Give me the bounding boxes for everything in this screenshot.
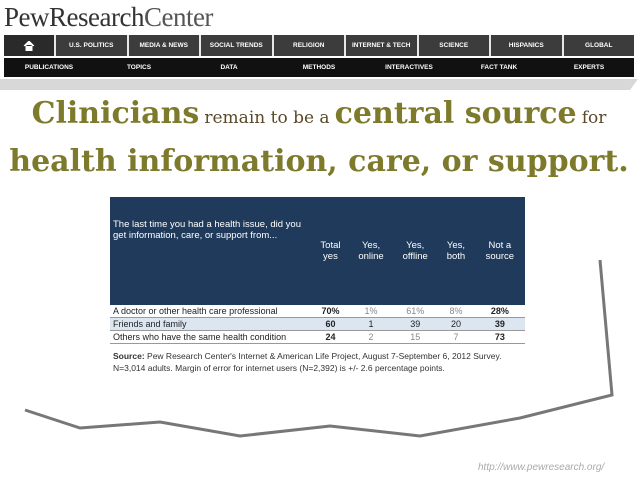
nav-item[interactable]: DATA [220,64,238,71]
nav-item[interactable]: HISPANICS [491,35,562,56]
home-icon [23,40,35,51]
column-header: Total yes [312,197,349,305]
table-cell: 15 [393,330,438,344]
headline-text: remain to be a [204,108,330,128]
table-cell: 1 [348,317,394,331]
headline-text: for [581,108,607,128]
nav-item[interactable]: RELIGION [273,35,344,56]
logo-text: Center [143,2,213,32]
header-row: The last time you had a health issue, di… [110,197,525,305]
table-cell: 39 [474,317,525,331]
nav-secondary: PUBLICATIONS TOPICS DATA METHODS INTERACTIVE… [4,58,634,77]
table-row: Friends and family 60 1 39 20 39 [110,317,525,331]
nav-item[interactable]: GLOBAL [563,35,634,56]
nav-item[interactable]: INTERNET & TECH [346,35,417,56]
column-header: The last time you had a health issue, di… [110,197,312,305]
column-header: Yes, offline [393,197,438,305]
table-cell: 39 [393,317,438,331]
column-header: Yes, both [437,197,475,305]
row-label: Others who have the same health conditio… [110,330,312,344]
nav-item[interactable]: SOCIAL TRENDS [201,35,272,56]
nav-item[interactable]: TOPICS [126,64,152,71]
column-header: Not a source [474,197,525,305]
logo-text: PewResearch [4,2,144,32]
table-cell: 7 [437,330,475,344]
table-cell: 20 [437,317,475,331]
footer-url: http://www.pewresearch.org/ [478,462,605,473]
table-row: A doctor or other health care profession… [110,305,525,318]
table-cell: 1% [348,305,394,318]
nav-item[interactable]: EXPERTS [573,64,605,71]
nav-item[interactable]: INTERACTIVES [385,64,433,71]
nav-item[interactable]: U.S. POLITICS [56,35,127,56]
headline-text: Clinicians [31,96,200,131]
table-cell: 61% [393,305,438,318]
logo[interactable]: PewResearchCenter [4,2,213,33]
nav-item[interactable]: METHODS [302,64,336,71]
nav-item[interactable]: MEDIA & NEWS [128,35,199,56]
table-cell: 2 [348,330,394,344]
nav-item[interactable]: PUBLICATIONS [24,64,74,71]
headline-text: central source [334,96,577,131]
nav-primary: U.S. POLITICS MEDIA & NEWS SOCIAL TRENDS RE… [4,35,634,56]
nav-item[interactable]: FACT TANK [480,64,518,71]
source-text: Pew Research Center's Internet & America… [113,351,502,373]
headline: Clinicians remain to be a central source… [0,92,638,188]
table-cell: 73 [474,330,525,344]
home-button[interactable] [4,35,54,56]
source-label: Source: [113,351,145,361]
table-row: Others who have the same health conditio… [110,330,525,344]
data-table: The last time you had a health issue, di… [110,197,525,344]
source-note: Source: Pew Research Center's Internet &… [113,350,525,374]
table-cell: 24 [312,330,349,344]
table-cell: 70% [312,305,349,318]
table-cell: 8% [437,305,475,318]
column-header: Yes, online [348,197,394,305]
nav-item[interactable]: SCIENCE [418,35,489,56]
row-label: Friends and family [110,317,312,331]
headline-text: health information, care, or support. [9,144,629,179]
table-cell: 28% [474,305,525,318]
table-cell: 60 [312,317,349,331]
row-label: A doctor or other health care profession… [110,305,312,318]
